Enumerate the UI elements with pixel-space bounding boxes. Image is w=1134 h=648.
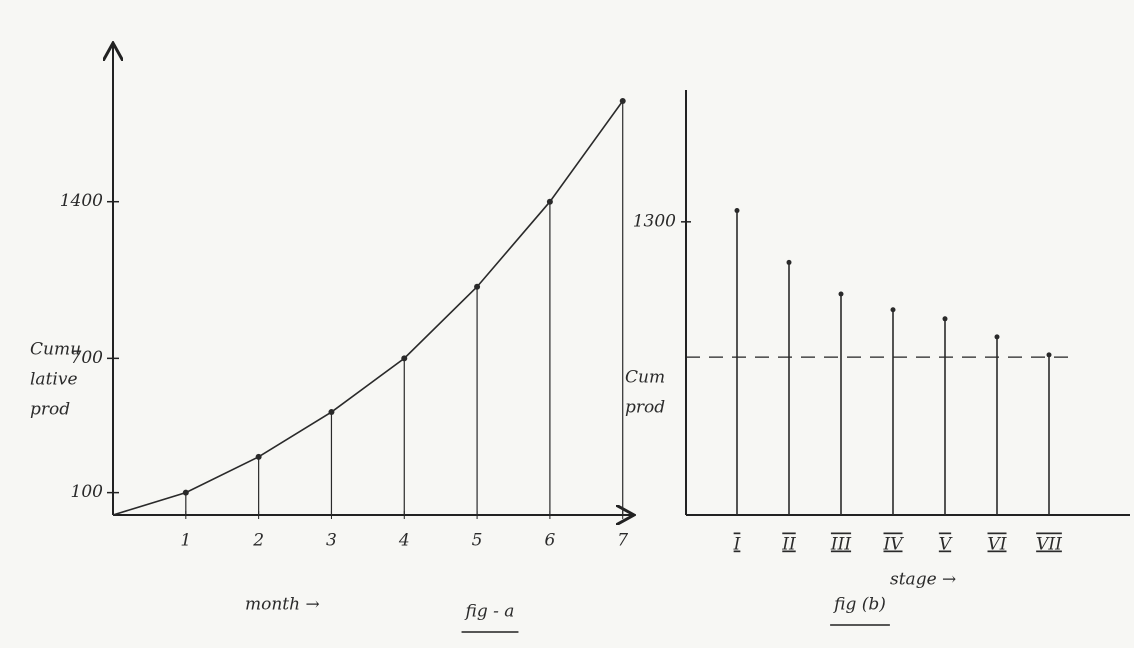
y-axis-label: prod (625, 398, 665, 418)
x-axis-label: stage → (890, 570, 956, 590)
stem-head (891, 307, 896, 312)
y-axis-label: prod (30, 400, 70, 420)
stem-head (995, 334, 1000, 339)
x-tick-label: 7 (617, 531, 628, 551)
chart-title: fig (b) (832, 595, 886, 615)
x-tick-label: V (939, 535, 953, 555)
x-tick-label: II (781, 535, 796, 555)
y-tick-label: 1300 (633, 211, 676, 231)
y-tick-label: 100 (71, 482, 104, 502)
x-tick-label: 6 (544, 531, 555, 551)
y-axis-label: Cumu (30, 340, 81, 360)
x-tick-label: VI (988, 535, 1007, 555)
y-axis-label: Cum (625, 368, 665, 388)
stem-head (943, 316, 948, 321)
x-tick-label: 1 (180, 531, 191, 551)
chart-title: fig - a (464, 602, 515, 622)
x-tick-label: 3 (326, 531, 337, 551)
y-axis-label: lative (30, 370, 78, 390)
x-tick-label: IV (883, 535, 905, 555)
x-tick-label: 5 (472, 531, 483, 551)
stem-head (787, 260, 792, 265)
x-tick-label: III (830, 535, 851, 555)
x-tick-label: 2 (252, 531, 264, 551)
x-tick-label: I (733, 535, 741, 555)
x-tick-label: 4 (398, 531, 410, 551)
curve (113, 101, 623, 515)
stem-head (1047, 352, 1052, 357)
stem-head (839, 291, 844, 296)
y-tick-label: 1400 (60, 191, 103, 211)
x-axis-label: month → (245, 595, 320, 615)
page: 10070014001234567Cumulativeprodmonth →fi… (0, 0, 1134, 648)
x-tick-label: VII (1036, 535, 1062, 555)
stem-head (735, 208, 740, 213)
